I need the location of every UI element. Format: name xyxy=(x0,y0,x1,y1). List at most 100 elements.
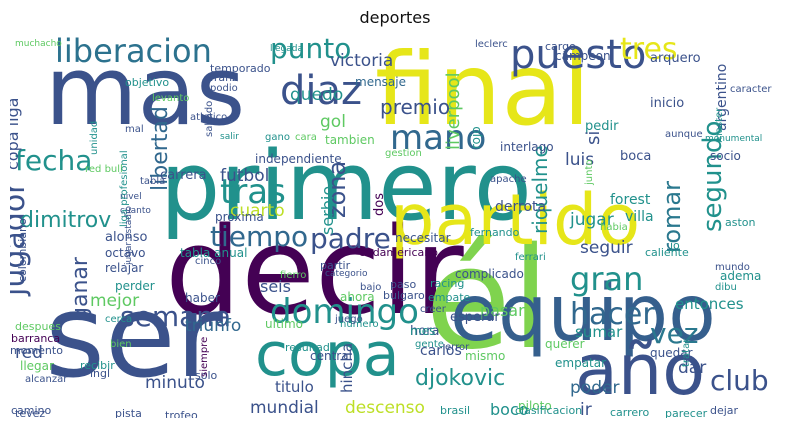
cloud-word: despues xyxy=(15,320,61,333)
cloud-word: clasificacion xyxy=(515,404,583,417)
cloud-word: empate xyxy=(428,291,471,304)
cloud-word: esperar xyxy=(450,310,500,325)
cloud-word: decir xyxy=(165,203,464,342)
cloud-word: momento xyxy=(10,344,63,357)
cloud-word: piloto xyxy=(518,399,552,413)
cloud-word: querer xyxy=(545,337,585,351)
cloud-word: caliente xyxy=(645,246,689,259)
cloud-word: tabla xyxy=(140,176,166,187)
cloud-word: fierro xyxy=(280,270,307,281)
cloud-word: salir xyxy=(220,132,239,142)
cloud-word: cinco xyxy=(195,256,222,267)
cloud-word: bajo xyxy=(360,282,382,293)
cloud-word: octavo xyxy=(105,246,146,260)
cloud-word: aunque xyxy=(665,129,703,140)
cloud-word: atletico xyxy=(190,112,228,123)
cloud-word: boco xyxy=(490,400,529,418)
cloud-word: adema xyxy=(720,269,762,283)
cloud-word: titulo xyxy=(275,378,314,396)
cloud-word: numero xyxy=(340,319,379,330)
cloud-word: empatar xyxy=(555,356,607,370)
cloud-word: tambien xyxy=(325,133,375,147)
cloud-word: cuarto xyxy=(230,201,285,221)
cloud-word: arquero xyxy=(650,51,701,66)
cloud-word: tabla anual xyxy=(180,246,248,260)
cloud-word: jo xyxy=(670,239,680,252)
cloud-word: si xyxy=(583,130,604,145)
cloud-word: club xyxy=(710,364,769,397)
cloud-word: alcanzar xyxy=(25,374,68,385)
cloud-word: llegar xyxy=(20,359,54,373)
cloud-word: resultado xyxy=(285,341,337,354)
cloud-word: sudamericano xyxy=(360,246,438,259)
cloud-word: futbol xyxy=(220,166,270,186)
cloud-word: mensaje xyxy=(355,75,406,89)
cloud-word: poder xyxy=(570,378,620,398)
cloud-word: solo xyxy=(195,369,218,382)
cloud-word: djokovic xyxy=(415,366,506,391)
cloud-word: pista xyxy=(115,407,142,418)
word-cloud: primero final mas decir ser él equipo partido añ… xyxy=(10,35,780,418)
cloud-word: caracter xyxy=(730,84,772,95)
cloud-word: franz xyxy=(210,71,238,84)
cloud-word: cerca xyxy=(105,314,133,325)
cloud-word: año xyxy=(575,329,706,411)
cloud-word: sumar xyxy=(575,323,623,341)
cloud-word: apache xyxy=(490,174,527,185)
cloud-word: semana xyxy=(120,300,232,333)
cloud-word: quedo xyxy=(290,85,344,105)
cloud-word: hora xyxy=(410,324,440,339)
cloud-word: ir xyxy=(580,400,592,419)
cloud-word: creer xyxy=(420,304,446,315)
cloud-word: descenso xyxy=(345,398,425,418)
cloud-word: dejar xyxy=(710,404,739,417)
cloud-word: campeon xyxy=(555,49,611,63)
cloud-word: serbio xyxy=(318,186,337,236)
cloud-word: él xyxy=(425,218,551,381)
cloud-word: ingl xyxy=(90,367,111,380)
cloud-word: ganar xyxy=(68,257,93,322)
cloud-word: categorio xyxy=(325,269,368,279)
cloud-word: monumental xyxy=(705,134,763,144)
cloud-word: victoria xyxy=(330,51,394,71)
cloud-word: forest xyxy=(610,192,651,208)
cloud-word: seis xyxy=(260,277,291,296)
cloud-word: dimitrov xyxy=(20,208,112,233)
cloud-word: diaz xyxy=(280,68,363,114)
cloud-word: habia xyxy=(600,222,628,233)
cloud-word: padre xyxy=(310,222,391,255)
cloud-word: complicado xyxy=(455,267,524,281)
cloud-word: punto xyxy=(270,35,352,65)
cloud-word: seguir xyxy=(580,238,633,258)
cloud-word: tras xyxy=(220,172,286,212)
cloud-word: error xyxy=(445,342,470,353)
cloud-word: muchacho xyxy=(15,39,62,49)
cloud-word: gol xyxy=(320,112,346,132)
cloud-word: leclerc xyxy=(475,39,508,50)
cloud-word: mundial xyxy=(250,398,319,418)
cloud-word: premio xyxy=(380,95,451,119)
cloud-word: ser xyxy=(45,270,223,404)
cloud-word: carrero xyxy=(610,406,650,418)
cloud-word: bulgaro xyxy=(383,289,425,302)
cloud-word: mes xyxy=(410,324,436,338)
cloud-word: temporado xyxy=(210,62,271,75)
cloud-word: siempre xyxy=(199,336,210,377)
cloud-word: mas xyxy=(45,37,246,147)
cloud-word: socio xyxy=(710,149,741,163)
cloud-word: barranca xyxy=(11,332,61,345)
cloud-word: partir xyxy=(320,259,351,272)
cloud-word: parecer xyxy=(665,407,708,418)
cloud-word: mientras xyxy=(10,200,13,299)
cloud-word: final xyxy=(375,35,591,148)
cloud-word: tratar xyxy=(681,338,692,367)
cloud-word: gano xyxy=(265,132,290,143)
cloud-word: puesto xyxy=(510,35,647,78)
cloud-word: hacer xyxy=(570,297,655,332)
cloud-word: mundo xyxy=(715,262,750,273)
cloud-word: unidad xyxy=(89,120,100,155)
cloud-word: carlos xyxy=(420,343,462,359)
cloud-word: central xyxy=(310,349,352,363)
cloud-word: bien xyxy=(110,339,132,350)
cloud-word: mano xyxy=(390,118,487,158)
